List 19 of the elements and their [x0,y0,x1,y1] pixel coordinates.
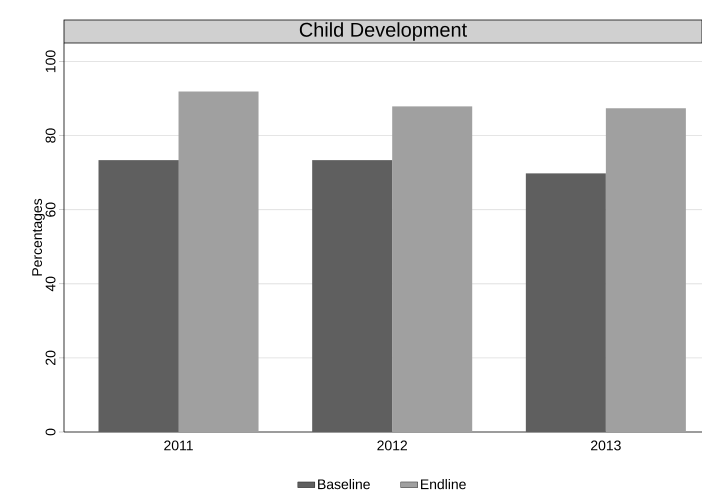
y-tick-label: 100 [46,50,56,72]
legend-label: Endline [421,478,466,490]
x-tick-label: 2012 [377,440,408,450]
x-tick-label: 2011 [164,440,193,450]
y-tick-label: 80 [46,128,56,143]
y-tick-label: 20 [46,350,56,365]
y-tick-label: 60 [46,202,56,217]
chart-title: Child Development [300,22,467,41]
bar [312,160,392,432]
y-axis-title: Percentages [32,198,45,276]
y-tick-label: 0 [46,428,56,436]
bar [606,108,686,432]
bar [526,173,606,432]
bar [98,160,179,432]
bar [178,92,259,432]
legend-label: Baseline [318,478,370,490]
x-tick-label: 2013 [591,440,621,450]
y-tick-label: 40 [46,276,56,292]
bar [392,106,472,432]
